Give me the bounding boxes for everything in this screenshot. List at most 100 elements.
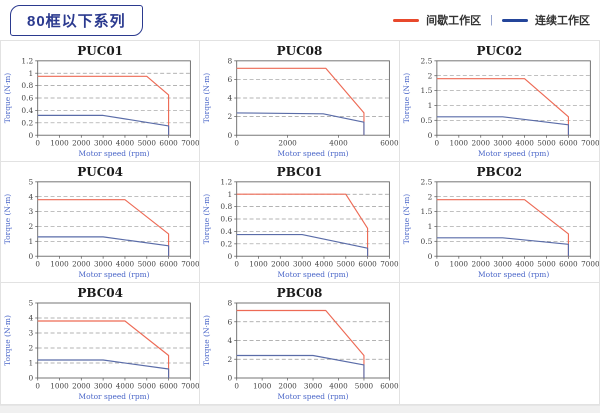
svg-text:5: 5 xyxy=(28,299,33,308)
chart-cell-pbc02: PBC02 0 0.5 1 1.5 2 2.5 0 1000 2000 3000 4000 5000 6… xyxy=(399,162,599,283)
svg-text:6000: 6000 xyxy=(159,260,178,269)
svg-text:6000: 6000 xyxy=(381,381,399,390)
svg-text:3000: 3000 xyxy=(94,260,113,269)
svg-text:6000: 6000 xyxy=(559,139,578,148)
chart-canvas: 0 2 4 6 8 0 2000 4000 6000 Motor speed (rpm) Torqu… xyxy=(200,41,398,161)
svg-text:0.6: 0.6 xyxy=(21,94,33,103)
svg-text:6000: 6000 xyxy=(381,139,399,148)
svg-text:8: 8 xyxy=(228,56,233,65)
svg-text:1: 1 xyxy=(28,359,33,368)
svg-text:0.4: 0.4 xyxy=(21,106,33,115)
svg-text:Torque (N·m): Torque (N·m) xyxy=(402,194,411,244)
svg-text:0: 0 xyxy=(434,260,439,269)
svg-text:7000: 7000 xyxy=(581,139,599,148)
series-title-badge: 80框以下系列 xyxy=(10,4,143,36)
svg-text:2000: 2000 xyxy=(279,381,298,390)
chart-svg-PBC01: 0 0.2 0.4 0.6 0.8 1 1.2 0 1000 2000 3000 4000 5000 60… xyxy=(202,177,398,279)
svg-text:Torque (N·m): Torque (N·m) xyxy=(3,73,12,123)
svg-text:Motor speed (rpm): Motor speed (rpm) xyxy=(278,149,349,158)
svg-text:0: 0 xyxy=(35,139,40,148)
svg-text:3: 3 xyxy=(28,329,33,338)
svg-text:1.5: 1.5 xyxy=(420,207,432,216)
svg-text:3: 3 xyxy=(28,207,33,216)
svg-text:6: 6 xyxy=(228,75,233,84)
svg-text:3000: 3000 xyxy=(493,139,512,148)
svg-text:2000: 2000 xyxy=(72,260,91,269)
chart-svg-PBC04: 0 1 2 3 4 5 0 1000 2000 3000 4000 5000 6000 7000 Motor… xyxy=(3,299,199,401)
svg-text:0: 0 xyxy=(427,131,432,140)
svg-text:1000: 1000 xyxy=(50,260,69,269)
svg-text:0.2: 0.2 xyxy=(21,118,33,127)
svg-text:6: 6 xyxy=(228,317,233,326)
svg-text:2: 2 xyxy=(28,344,33,353)
chart-cell-puc08: PUC08 0 2 4 6 8 0 2000 4000 6000 Motor speed (rpm… xyxy=(200,41,400,162)
svg-text:5000: 5000 xyxy=(138,139,157,148)
svg-text:Motor speed (rpm): Motor speed (rpm) xyxy=(278,270,349,279)
svg-text:0: 0 xyxy=(35,260,40,269)
svg-text:4000: 4000 xyxy=(330,139,349,148)
svg-text:2: 2 xyxy=(427,71,432,80)
chart-canvas: 0 0.5 1 1.5 2 2.5 0 1000 2000 3000 4000 5000 6000 700… xyxy=(400,162,599,282)
svg-text:2.5: 2.5 xyxy=(420,177,432,186)
legend-red-line-icon xyxy=(393,18,420,22)
svg-text:Torque (N·m): Torque (N·m) xyxy=(202,194,211,244)
chart-svg-PBC08: 0 2 4 6 8 0 1000 2000 3000 4000 5000 6000 Motor spee… xyxy=(202,299,399,401)
svg-text:4000: 4000 xyxy=(116,139,135,148)
svg-text:0: 0 xyxy=(235,260,240,269)
svg-text:Motor speed (rpm): Motor speed (rpm) xyxy=(79,270,150,279)
svg-text:1.5: 1.5 xyxy=(420,86,432,95)
svg-text:4000: 4000 xyxy=(315,260,334,269)
svg-text:1: 1 xyxy=(427,101,432,110)
svg-text:0.5: 0.5 xyxy=(420,116,432,125)
svg-text:Motor speed (rpm): Motor speed (rpm) xyxy=(79,392,150,401)
svg-text:2000: 2000 xyxy=(72,139,91,148)
legend: 间歇工作区 | 连续工作区 xyxy=(393,12,590,28)
legend-label-continuous: 连续工作区 xyxy=(535,15,590,27)
svg-text:6000: 6000 xyxy=(159,381,178,390)
svg-text:6000: 6000 xyxy=(159,139,178,148)
svg-text:3000: 3000 xyxy=(493,260,512,269)
svg-text:0.8: 0.8 xyxy=(221,202,233,211)
svg-text:Torque (N·m): Torque (N·m) xyxy=(402,73,411,123)
chart-svg-PUC02: 0 0.5 1 1.5 2 2.5 0 1000 2000 3000 4000 5000 6000 700… xyxy=(402,56,599,158)
chart-cell-pbc01: PBC01 0 0.2 0.4 0.6 0.8 1 1.2 0 1000 2000 3000 4000… xyxy=(200,162,400,283)
svg-text:5: 5 xyxy=(28,177,33,186)
svg-text:0: 0 xyxy=(235,139,240,148)
svg-text:4000: 4000 xyxy=(515,260,534,269)
svg-text:1: 1 xyxy=(427,222,432,231)
chart-cell-puc04: PUC04 0 1 2 3 4 5 0 1000 2000 3000 4000 5000 6000 700… xyxy=(1,162,201,283)
svg-text:5000: 5000 xyxy=(138,260,157,269)
chart-canvas: 0 0.2 0.4 0.6 0.8 1 1.2 0 1000 2000 3000 4000 5000 60… xyxy=(200,162,398,282)
svg-text:1000: 1000 xyxy=(449,139,468,148)
svg-text:Motor speed (rpm): Motor speed (rpm) xyxy=(278,392,349,401)
chart-svg-PUC04: 0 1 2 3 4 5 0 1000 2000 3000 4000 5000 6000 7000 Motor… xyxy=(3,177,199,279)
svg-text:0: 0 xyxy=(434,139,439,148)
svg-text:5000: 5000 xyxy=(138,381,157,390)
svg-text:6000: 6000 xyxy=(559,260,578,269)
chart-grid: PUC01 0 0.2 0.4 0.6 0.8 1 1.2 0 1000 2000 3000 4000… xyxy=(0,40,600,405)
svg-text:4: 4 xyxy=(28,314,33,323)
svg-text:Motor speed (rpm): Motor speed (rpm) xyxy=(79,149,150,158)
svg-text:Torque (N·m): Torque (N·m) xyxy=(3,194,12,244)
empty-cell xyxy=(399,283,599,404)
legend-separator: | xyxy=(490,14,493,26)
chart-svg-PUC08: 0 2 4 6 8 0 2000 4000 6000 Motor speed (rpm) Torqu… xyxy=(202,56,399,158)
svg-text:2: 2 xyxy=(427,192,432,201)
svg-text:4: 4 xyxy=(228,94,233,103)
svg-text:4000: 4000 xyxy=(330,381,349,390)
svg-text:1000: 1000 xyxy=(449,260,468,269)
svg-text:5000: 5000 xyxy=(537,260,556,269)
svg-text:7000: 7000 xyxy=(181,260,199,269)
svg-text:2000: 2000 xyxy=(471,139,490,148)
svg-text:7000: 7000 xyxy=(181,381,199,390)
svg-text:8: 8 xyxy=(228,299,233,308)
svg-text:1.2: 1.2 xyxy=(21,56,33,65)
svg-text:0: 0 xyxy=(427,252,432,261)
svg-text:2000: 2000 xyxy=(72,381,91,390)
chart-cell-pbc08: PBC08 0 2 4 6 8 0 1000 2000 3000 4000 5000 6000 Moto… xyxy=(200,283,400,404)
svg-text:Motor speed (rpm): Motor speed (rpm) xyxy=(478,149,549,158)
header: 80框以下系列 间歇工作区 | 连续工作区 xyxy=(0,0,600,40)
svg-text:5000: 5000 xyxy=(337,260,356,269)
svg-text:4000: 4000 xyxy=(515,139,534,148)
